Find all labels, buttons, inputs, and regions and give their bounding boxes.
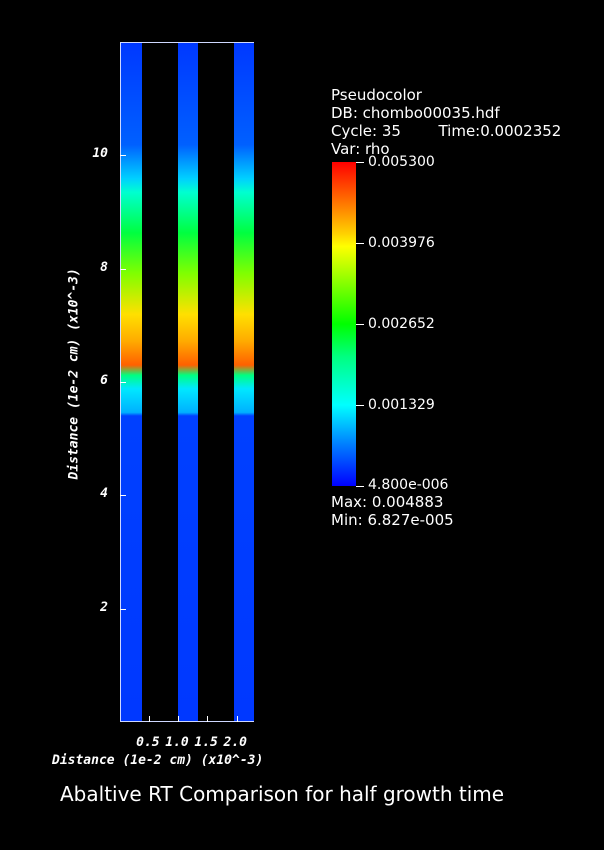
legend-info: Pseudocolor DB: chombo00035.hdf Cycle: 3…	[331, 86, 561, 158]
colorbar-label-3: 0.002652	[368, 316, 435, 332]
x-tick-label: 0.5	[136, 735, 160, 750]
colorbar	[332, 162, 356, 486]
y-axis-title: Distance (1e-2 cm) (x10^-3)	[66, 268, 82, 480]
data-max: Max: 0.004883	[331, 493, 444, 511]
colorbar-label-min: 4.800e-006	[368, 477, 449, 493]
legend-plot-type: Pseudocolor	[331, 86, 422, 104]
x-tick-mark	[149, 716, 151, 722]
x-tick-label: 1.0	[165, 735, 189, 750]
legend-cycle-time: Cycle: 35 Time:0.0002352	[331, 122, 561, 140]
density-strip-2	[178, 43, 198, 721]
figure-caption: Abaltive RT Comparison for half growth t…	[60, 782, 505, 806]
y-tick-mark	[120, 382, 126, 383]
y-tick-label: 10	[92, 146, 108, 162]
legend-db: DB: chombo00035.hdf	[331, 104, 500, 122]
y-tick-label: 2	[100, 599, 108, 615]
y-tick-label: 8	[100, 259, 108, 275]
legend-cycle: Cycle: 35	[331, 122, 401, 140]
colorbar-tick	[356, 405, 364, 406]
colorbar-tick	[356, 243, 364, 244]
colorbar-tick	[356, 324, 364, 325]
data-min: Min: 6.827e-005	[331, 511, 454, 529]
legend-var: Var: rho	[331, 140, 390, 158]
x-tick-mark	[236, 716, 238, 722]
x-tick-mark	[178, 716, 180, 722]
colorbar-label-max: 0.005300	[368, 154, 435, 170]
y-tick-mark	[120, 155, 126, 157]
density-strip-3	[234, 43, 254, 721]
x-axis-title: Distance (1e-2 cm) (x10^-3)	[52, 753, 264, 768]
y-tick-label: 4	[100, 486, 108, 502]
plot-area	[120, 42, 254, 722]
y-tick-mark	[120, 268, 126, 270]
x-tick-label: 1.5	[194, 735, 218, 750]
colorbar-tick	[356, 162, 364, 163]
legend-time: Time:0.0002352	[438, 122, 562, 140]
y-tick-mark	[120, 495, 126, 497]
colorbar-label-2: 0.003976	[368, 235, 435, 251]
y-tick-mark	[120, 608, 126, 610]
colorbar-tick	[356, 486, 364, 487]
colorbar-label-4: 0.001329	[368, 397, 435, 413]
density-strip-1	[121, 43, 142, 721]
x-tick-label: 2.0	[223, 735, 247, 750]
y-tick-label: 6	[100, 373, 108, 388]
x-tick-mark	[207, 716, 209, 722]
